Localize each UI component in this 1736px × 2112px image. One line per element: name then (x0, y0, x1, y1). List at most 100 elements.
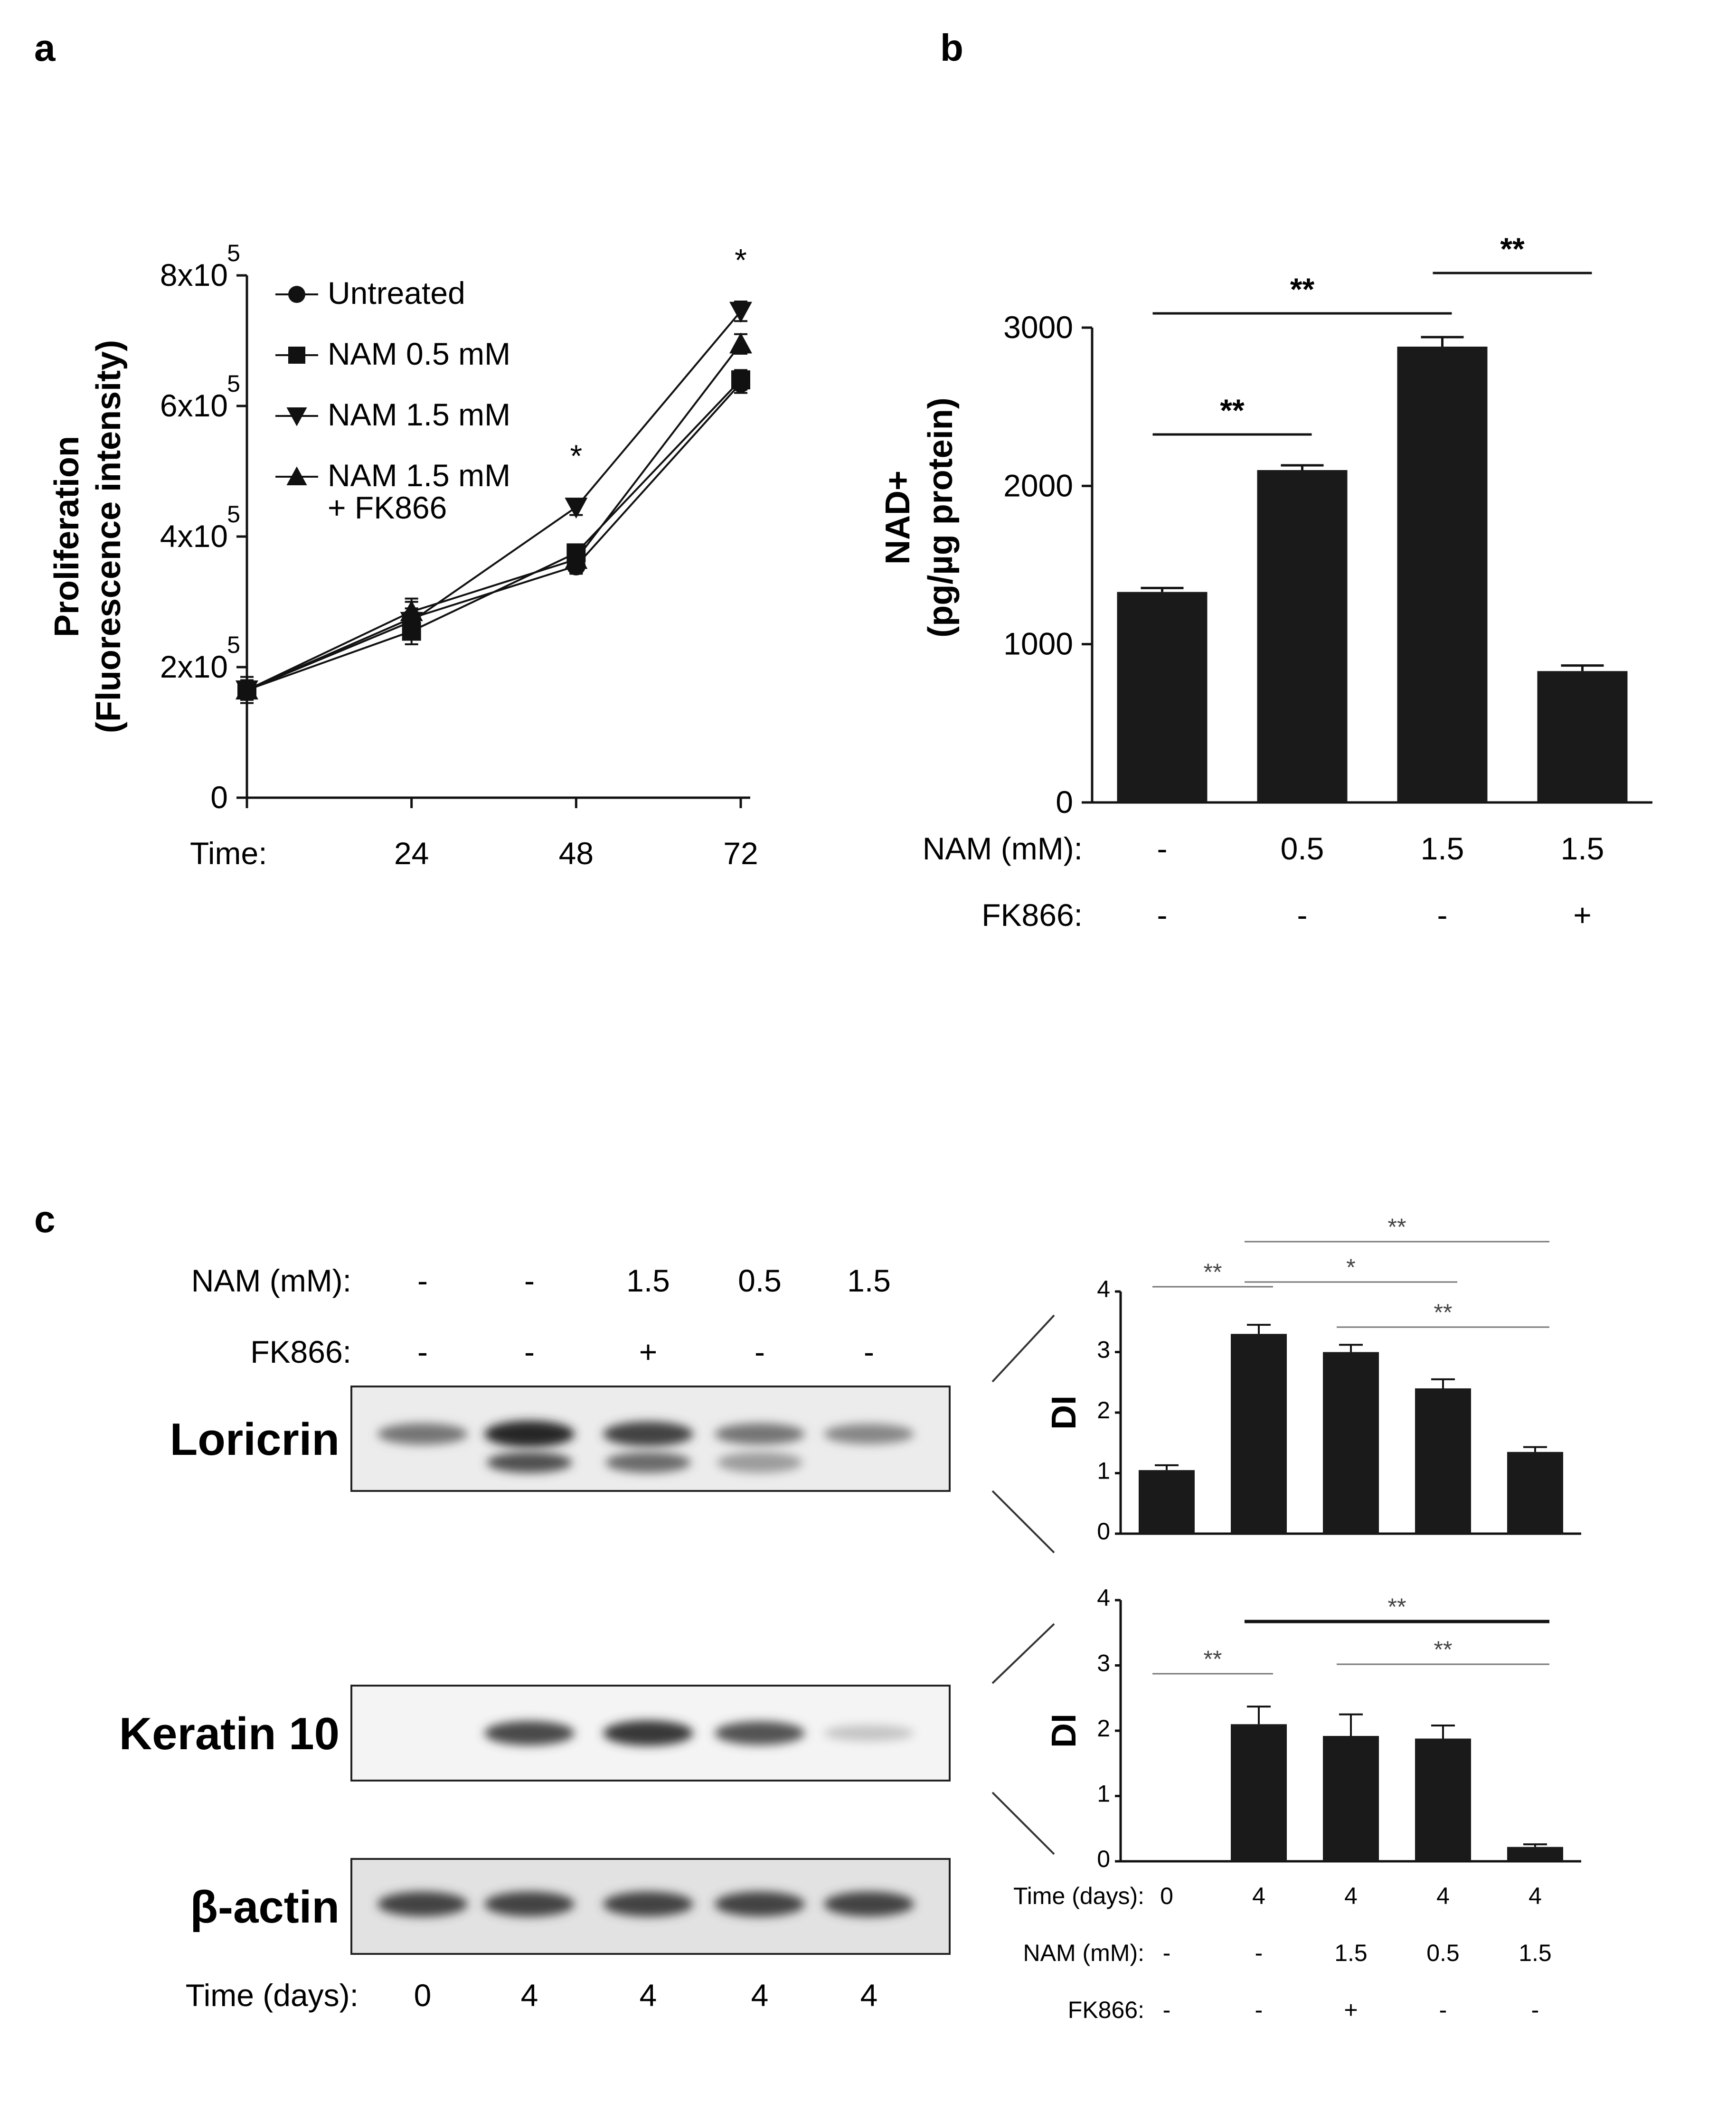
y-tick-label: 2000 (1003, 468, 1073, 503)
series-line (246, 311, 742, 691)
significance-mark: * (1346, 1254, 1355, 1281)
blot-header-value: - (417, 1263, 428, 1298)
x-tick-label: 72 (723, 836, 758, 871)
legend-label: + FK866 (328, 490, 447, 525)
y-tick-label: 0 (1056, 784, 1073, 820)
marker-square (288, 347, 305, 364)
panel-a-label: a (34, 27, 56, 69)
bar (1231, 1334, 1287, 1534)
condition-value: + (1344, 1997, 1358, 2023)
zoom-line (991, 1623, 1055, 1684)
significance-mark: ** (1434, 1636, 1453, 1663)
y-tick-label: 4 (1097, 1276, 1110, 1302)
bar (1231, 1724, 1287, 1861)
blot-band (603, 1720, 693, 1746)
blot-band (715, 1423, 805, 1445)
blot-protein-label: β-actin (190, 1882, 340, 1933)
y-tick-label: 4x10 (160, 519, 228, 554)
blot-smear (717, 1452, 802, 1473)
bar (1117, 592, 1208, 802)
blot-protein-label: Loricrin (170, 1414, 340, 1465)
bar (1257, 470, 1348, 802)
panel-b-label: b (940, 27, 963, 69)
marker-circle (288, 286, 305, 303)
significance-mark: ** (1388, 1593, 1406, 1620)
marker-triangle-down (286, 407, 307, 426)
blot-header-value: - (417, 1334, 428, 1369)
significance-mark: ** (1204, 1259, 1222, 1285)
blot-band (484, 1891, 575, 1917)
blot-header-value: - (755, 1334, 765, 1369)
bar (1415, 1738, 1471, 1861)
condition-value: - (1255, 1997, 1263, 2023)
blot-smear (605, 1452, 691, 1473)
blot-band (715, 1891, 805, 1917)
x-tick-label: 24 (394, 836, 429, 871)
significance-star: * (735, 243, 747, 278)
y-tick-label: 3 (1097, 1650, 1110, 1677)
zoom-line (991, 1314, 1055, 1383)
condition-row-label: NAM (mM): (1023, 1940, 1145, 1966)
y-tick-exponent: 5 (227, 501, 240, 528)
y-tick-label: 1 (1097, 1458, 1110, 1484)
legend-label: NAM 0.5 mM (328, 336, 510, 371)
marker-square (731, 370, 750, 389)
significance-mark: ** (1290, 272, 1315, 307)
condition-value: - (1157, 831, 1168, 866)
condition-value: 4 (1344, 1883, 1358, 1909)
condition-value: + (1573, 897, 1592, 933)
blot-header-value: 1.5 (847, 1263, 891, 1298)
significance-star: * (570, 438, 582, 473)
condition-value: - (1163, 1940, 1171, 1966)
significance-mark: ** (1388, 1214, 1406, 1240)
condition-row-label: NAM (mM): (923, 831, 1083, 866)
condition-value: - (1437, 897, 1448, 933)
y-tick-label: 2x10 (160, 649, 228, 684)
marker-triangle-up (236, 679, 258, 700)
blot-footer-label: Time (days): (186, 1978, 359, 2013)
blot-band (377, 1891, 468, 1917)
bar (1537, 671, 1628, 802)
condition-value: 0.5 (1426, 1940, 1460, 1966)
condition-value: 1.5 (1334, 1940, 1368, 1966)
y-tick-label: 2 (1097, 1397, 1110, 1424)
blot-header-value: - (524, 1263, 535, 1298)
condition-value: 4 (1436, 1883, 1450, 1909)
y-tick-label: 0 (210, 780, 228, 815)
blot-header-value: - (864, 1334, 874, 1369)
condition-value: 4 (1252, 1883, 1265, 1909)
significance-mark: ** (1434, 1299, 1453, 1326)
condition-row-label: Time (days): (1013, 1883, 1144, 1909)
condition-value: 1.5 (1421, 831, 1464, 866)
series-line (246, 379, 742, 691)
y-tick-label: 8x10 (160, 257, 228, 292)
blot-band (824, 1891, 914, 1917)
blot-band (484, 1721, 575, 1745)
y-tick-label: 1 (1097, 1781, 1110, 1807)
condition-value: 4 (1528, 1883, 1542, 1909)
marker-triangle-up (729, 332, 752, 354)
bar (1415, 1388, 1471, 1534)
bar (1397, 347, 1488, 802)
blot-protein-label: Keratin 10 (119, 1708, 340, 1759)
bar (1507, 1452, 1563, 1534)
blot-band (824, 1725, 914, 1741)
blot-footer-value: 4 (751, 1978, 769, 2013)
y-tick-label: 4 (1097, 1584, 1110, 1611)
marker-triangle-up (565, 548, 588, 569)
y-tick-label: 3 (1097, 1337, 1110, 1363)
y-tick-exponent: 5 (227, 240, 240, 266)
bar (1323, 1736, 1379, 1861)
marker-triangle-down (729, 302, 752, 323)
y-tick-label: 3000 (1003, 310, 1073, 345)
y-tick-label: 2 (1097, 1715, 1110, 1742)
blot-footer-value: 4 (860, 1978, 878, 2013)
y-tick-exponent: 5 (227, 370, 240, 397)
y-tick-label: 6x10 (160, 388, 228, 423)
blot-band (603, 1891, 693, 1917)
x-prefix-label: Time: (190, 836, 267, 871)
condition-value: 1.5 (1519, 1940, 1552, 1966)
blot-header-value: 0.5 (738, 1263, 782, 1298)
nad-bar-chart: 0 1000 2000 3000 NAD+ (pg/µg protein) NAM (mM)… (879, 231, 1652, 933)
